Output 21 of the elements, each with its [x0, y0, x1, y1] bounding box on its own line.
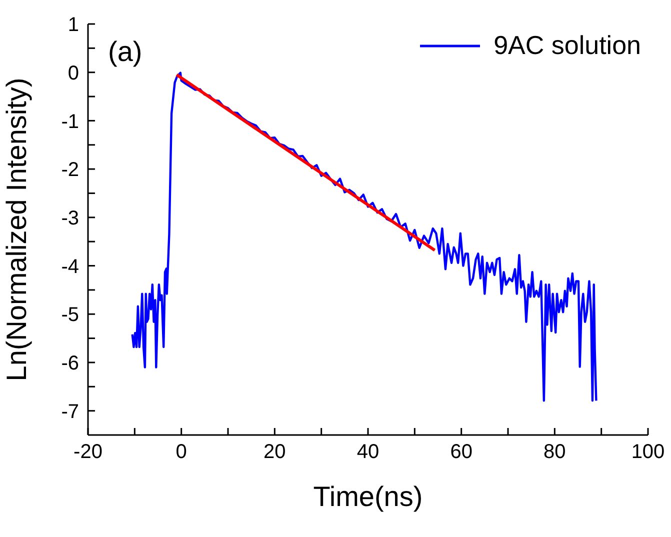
x-tick-label: 40: [356, 441, 380, 464]
x-tick-label: 60: [450, 441, 472, 464]
y-tick-label: -6: [61, 352, 79, 375]
y-tick-label: -4: [61, 256, 79, 278]
annotation: (a): [108, 36, 142, 68]
x-tick-label: -20: [74, 441, 102, 464]
x-axis-title: Time(ns): [313, 481, 423, 512]
y-tick-label: -3: [61, 208, 79, 230]
legend-label: 9AC solution: [494, 30, 641, 61]
y-tick-label: -5: [61, 304, 79, 326]
y-tick-label: -1: [61, 110, 79, 133]
y-tick-label: 0: [68, 62, 79, 84]
x-tick-label: 0: [176, 441, 187, 464]
y-axis-title: Ln(Normalized Intensity): [0, 78, 32, 382]
x-tick-label: 80: [544, 441, 566, 464]
line-series: [131, 72, 598, 402]
y-tick-label: -2: [61, 159, 79, 182]
x-tick-label: 100: [631, 441, 665, 464]
x-tick-label: 20: [264, 441, 286, 464]
y-tick-label: 1: [68, 14, 79, 36]
y-tick-label: -7: [61, 400, 79, 423]
